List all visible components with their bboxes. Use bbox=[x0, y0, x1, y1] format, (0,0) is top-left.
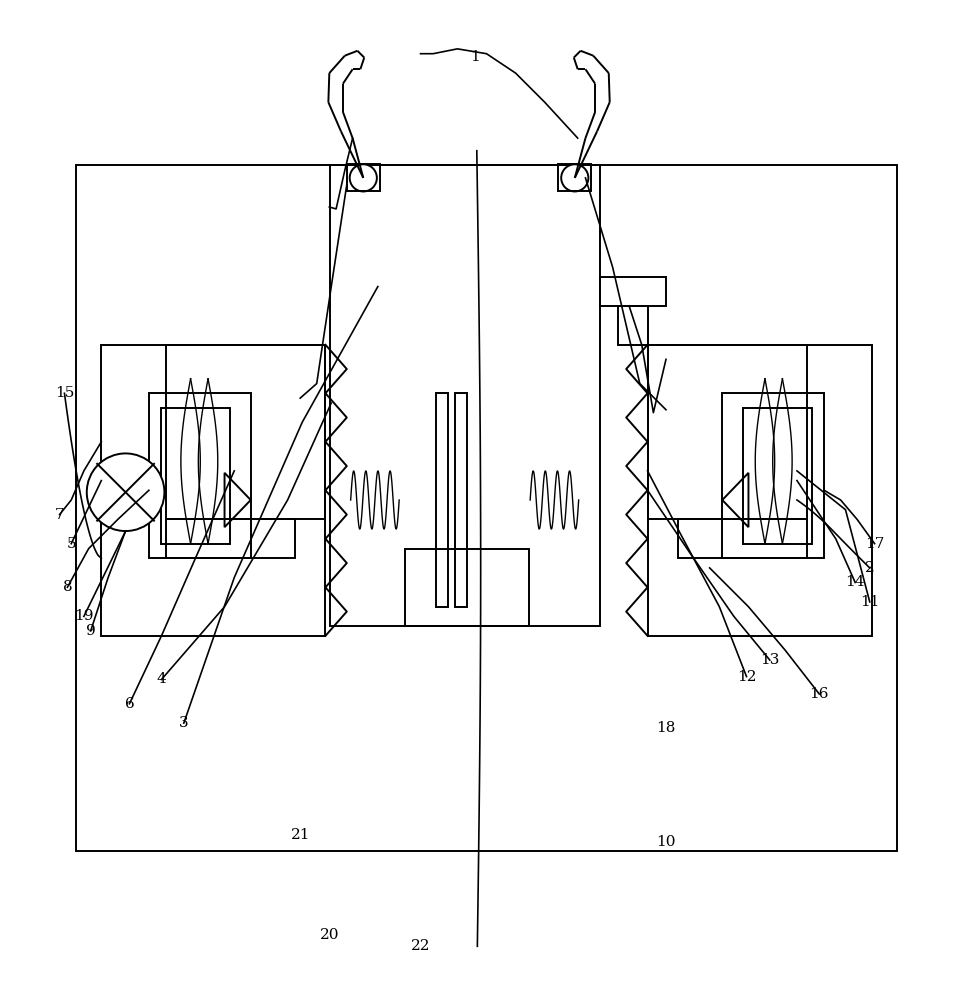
Text: 21: 21 bbox=[291, 828, 310, 842]
Circle shape bbox=[349, 164, 377, 191]
Bar bbox=[600, 277, 666, 306]
Text: 7: 7 bbox=[54, 508, 64, 522]
Bar bbox=[166, 345, 325, 519]
Text: 15: 15 bbox=[54, 386, 74, 400]
Bar bbox=[619, 306, 648, 345]
Text: 17: 17 bbox=[865, 537, 884, 551]
Text: 22: 22 bbox=[411, 939, 430, 953]
Bar bbox=[76, 165, 897, 851]
Text: 6: 6 bbox=[125, 697, 134, 711]
Text: 5: 5 bbox=[66, 537, 76, 551]
Bar bbox=[677, 519, 807, 558]
Text: 18: 18 bbox=[657, 721, 675, 735]
Bar bbox=[722, 393, 824, 558]
Bar bbox=[455, 393, 467, 607]
Bar bbox=[149, 393, 251, 558]
Text: 14: 14 bbox=[846, 575, 865, 589]
Text: 11: 11 bbox=[860, 595, 880, 609]
Text: 10: 10 bbox=[656, 835, 675, 849]
Bar bbox=[166, 519, 296, 558]
Text: 12: 12 bbox=[737, 670, 756, 684]
Bar bbox=[436, 393, 448, 607]
Bar bbox=[648, 345, 872, 636]
Bar bbox=[346, 164, 379, 191]
Bar bbox=[101, 345, 325, 636]
Bar bbox=[405, 549, 529, 626]
Text: 9: 9 bbox=[86, 624, 95, 638]
Bar bbox=[648, 345, 807, 519]
Circle shape bbox=[561, 164, 589, 191]
Text: 3: 3 bbox=[179, 716, 189, 730]
Text: 2: 2 bbox=[865, 561, 875, 575]
Text: 19: 19 bbox=[74, 609, 93, 623]
Bar bbox=[330, 165, 600, 626]
Circle shape bbox=[87, 453, 164, 531]
Text: 8: 8 bbox=[62, 580, 72, 594]
Text: 20: 20 bbox=[319, 928, 339, 942]
Text: 1: 1 bbox=[470, 50, 480, 64]
Bar bbox=[742, 408, 812, 544]
Text: 16: 16 bbox=[810, 687, 829, 701]
Bar bbox=[161, 408, 231, 544]
Bar bbox=[559, 164, 592, 191]
Text: 13: 13 bbox=[760, 653, 779, 667]
Text: 4: 4 bbox=[157, 672, 166, 686]
